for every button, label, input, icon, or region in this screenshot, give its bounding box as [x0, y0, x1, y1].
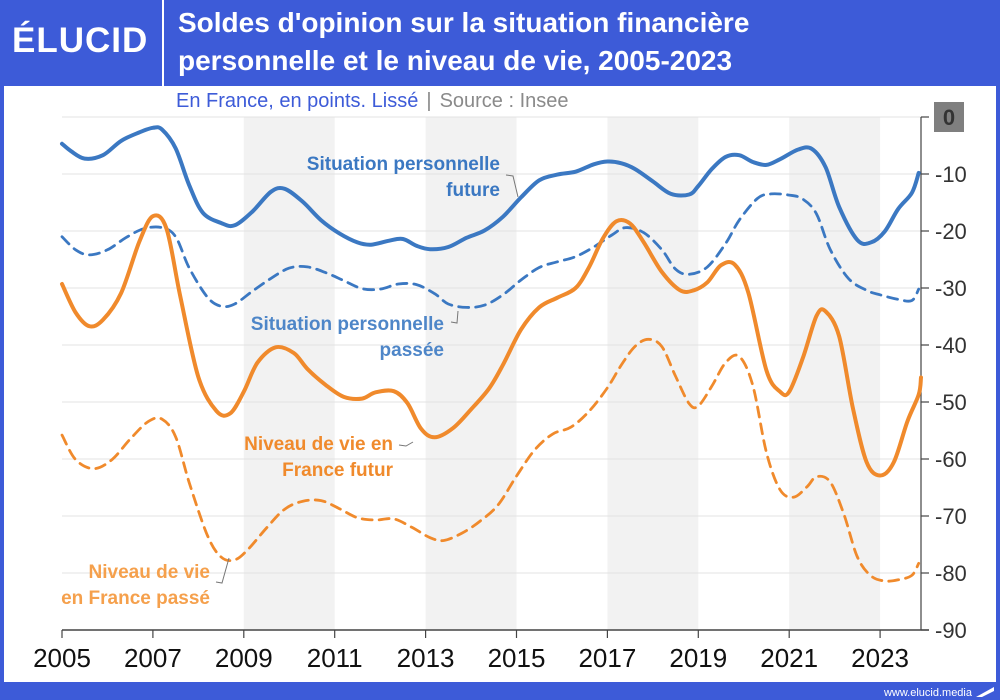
y-tick-label: -30: [935, 276, 967, 301]
series-line-situation-future: [60, 125, 921, 252]
y-tick-label: -50: [935, 390, 967, 415]
x-tick-label: 2017: [578, 643, 636, 673]
annotation-situation-future-leader: [505, 174, 519, 198]
series-lines: [60, 125, 923, 583]
series-line-situation-passee: [60, 192, 921, 309]
elucid-logo[interactable]: ÉLUCID: [12, 21, 149, 60]
annotation-niveau-passe-line1: Niveau de vie: [89, 562, 210, 583]
x-tick-label: 2007: [124, 643, 182, 673]
x-tick-labels: 2005 2007 2009 2011 2013 2015 2017 2019 2021 2023: [33, 630, 909, 673]
series-line-niveau-futur: [60, 213, 923, 478]
x-tick-label: 2023: [851, 643, 909, 673]
annotation-niveau-futur-line2: France futur: [282, 460, 393, 481]
annotation-niveau-passe-line2: en France passé: [61, 588, 210, 609]
annotation-situation-future-line1: Situation personnelle: [307, 154, 500, 175]
subtitle-main: En France, en points. Lissé: [176, 90, 419, 112]
year-bands: [243, 117, 881, 630]
x-tick-label: 2019: [669, 643, 727, 673]
header: ÉLUCID Soldes d'opinion sur la situation…: [0, 0, 1000, 86]
x-tick-label: 2005: [33, 643, 91, 673]
y-tick-label: -90: [935, 618, 967, 643]
logo-divider: [162, 0, 164, 86]
y-tick-label: -40: [935, 333, 967, 358]
chart-title: Soldes d'opinion sur la situation financ…: [178, 4, 978, 80]
annotation-niveau-futur-leader: [398, 441, 414, 447]
axes: [62, 117, 929, 631]
zero-badge: [934, 102, 964, 132]
y-tick-label: -70: [935, 504, 967, 529]
y-tick-label: -20: [935, 219, 967, 244]
y-tick-label: -80: [935, 561, 967, 586]
x-tick-label: 2021: [760, 643, 818, 673]
subtitle-source: Source : Insee: [439, 90, 569, 112]
y-tick-label: -10: [935, 162, 967, 187]
annotation-situation-passee-line1: Situation personnelle: [251, 314, 444, 335]
subtitle-separator: |: [426, 90, 432, 112]
elucid-mark-icon: [976, 687, 994, 697]
annotation-situation-passee-leader: [450, 310, 459, 324]
y-tick-labels: 0 -10 -20 -30 -40 -50 -60 -70 -80 -90: [921, 102, 967, 643]
x-tick-label: 2011: [307, 643, 363, 673]
y-tick-label: 0: [943, 105, 955, 130]
year-band: [607, 117, 699, 630]
year-band: [425, 117, 517, 630]
year-band: [789, 117, 881, 630]
series-line-niveau-passe: [60, 337, 921, 583]
x-tick-label: 2013: [397, 643, 455, 673]
year-band: [243, 117, 335, 630]
chart-title-line2: personnelle et le niveau de vie, 2005-20…: [178, 45, 733, 76]
series-annotations: Situation personnelle future Situation per…: [61, 154, 519, 609]
annotation-situation-future-line2: future: [446, 180, 500, 201]
x-tick-label: 2009: [215, 643, 273, 673]
annotation-niveau-passe-leader: [215, 557, 230, 584]
y-tick-label: -60: [935, 447, 967, 472]
chart-subtitle: En France, en points. Lissé | Source : Ins…: [176, 90, 569, 113]
annotation-situation-passee-line2: passée: [380, 340, 444, 361]
x-tick-label: 2015: [488, 643, 546, 673]
chart-title-line1: Soldes d'opinion sur la situation financ…: [178, 7, 750, 38]
footer-site[interactable]: www.elucid.media: [883, 687, 972, 699]
annotation-niveau-futur-line1: Niveau de vie en: [244, 434, 393, 455]
